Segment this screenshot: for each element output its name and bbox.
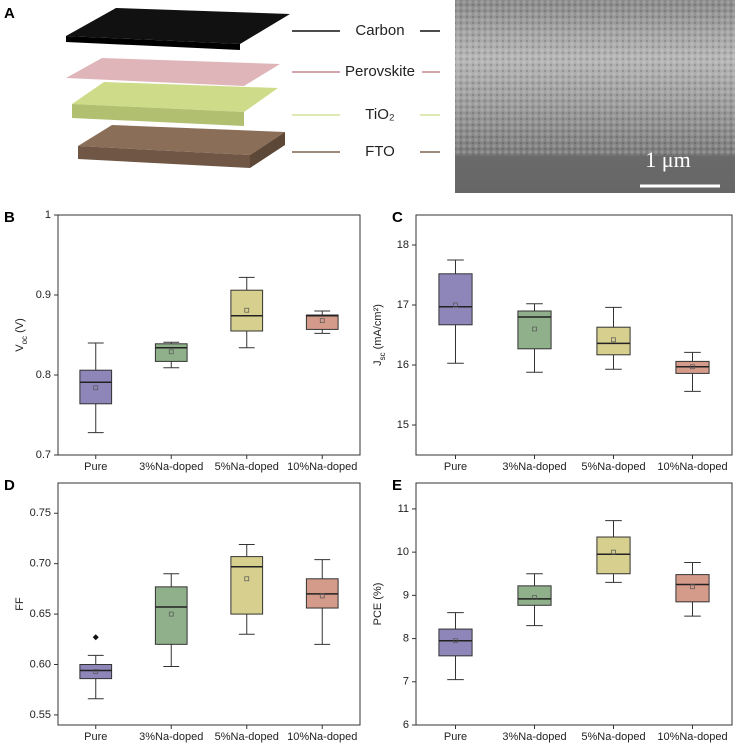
x-tick-label: 5%Na-doped [581, 461, 645, 473]
y-tick-label: 0.75 [30, 507, 51, 519]
layer-label: FTO [365, 143, 395, 160]
box [230, 289, 264, 332]
mean [93, 385, 99, 391]
y-tick-label: 0.9 [36, 289, 51, 301]
y-tick-label: 11 [398, 503, 409, 515]
y-tick-label: 0.60 [30, 658, 51, 670]
plot-frame [415, 482, 733, 726]
mean [93, 669, 99, 674]
panel-label: E [392, 477, 402, 494]
schematic [66, 8, 290, 168]
y-axis-label: Voc (V) [14, 318, 29, 352]
mean [611, 337, 616, 343]
y-axis-label-sub: sc [378, 352, 387, 360]
y-tick-label: 8 [403, 632, 409, 644]
mean [532, 595, 537, 600]
y-axis-label-sub: oc [20, 336, 29, 344]
plot-frame [57, 214, 361, 456]
box [596, 536, 631, 575]
y-tick-label: 6 [403, 719, 409, 731]
y-tick-label: 17 [397, 299, 409, 311]
y-axis-label-part: PCE (%) [372, 583, 384, 626]
y-axis-label: PCE (%) [372, 583, 384, 626]
box [230, 556, 264, 615]
layer-label: TiO₂ [365, 106, 395, 123]
y-tick-label: 10 [397, 546, 409, 558]
charts: B 0.7 0.8 0.9 1 Voc (V) Pure 3%Na-doped 5%Na-dop… [4, 209, 733, 743]
plot-frame [415, 214, 733, 456]
y-axis-label: FF [14, 597, 26, 611]
box [79, 664, 113, 680]
panel-label: A [4, 5, 15, 22]
mean [244, 307, 250, 313]
y-tick-label: 18 [397, 239, 409, 251]
y-tick-label: 9 [403, 589, 409, 601]
x-tick-label: Pure [444, 461, 467, 473]
x-tick-label: 3%Na-doped [502, 731, 566, 743]
box [154, 586, 188, 645]
y-tick-label: 0.7 [36, 449, 51, 461]
x-tick-label: 3%Na-doped [139, 461, 203, 473]
mean [690, 364, 695, 370]
layer-labels: Carbon Perovskite TiO₂ FTO [345, 22, 415, 160]
y-tick-label: 15 [397, 419, 409, 431]
y-tick-label: 1 [45, 209, 51, 221]
layer-label: Perovskite [345, 63, 415, 80]
box [438, 273, 473, 326]
mean [319, 318, 325, 323]
box [154, 343, 188, 362]
mean [532, 326, 537, 332]
x-tick-label: 10%Na-doped [657, 731, 727, 743]
y-tick-label: 0.55 [30, 709, 51, 721]
mean [690, 584, 695, 590]
y-axis-label-part: FF [14, 597, 26, 611]
outlier [92, 634, 99, 641]
x-tick-label: Pure [84, 731, 107, 743]
mean [453, 638, 458, 644]
x-tick-label: 5%Na-doped [215, 461, 279, 473]
y-axis-label-part: (V) [14, 318, 26, 336]
x-tick-label: 10%Na-doped [657, 461, 727, 473]
panel-label: C [392, 209, 403, 226]
x-tick-label: 5%Na-doped [215, 731, 279, 743]
y-axis-label-part: V [14, 344, 26, 352]
box [675, 574, 710, 603]
x-tick-label: 10%Na-doped [287, 461, 357, 473]
y-axis-label: Jsc (mA/cm²) [372, 304, 387, 366]
y-axis-label-part: J [372, 360, 384, 366]
x-tick-label: 5%Na-doped [581, 731, 645, 743]
y-tick-label: 16 [397, 359, 409, 371]
box [596, 326, 631, 356]
panel-label: B [4, 209, 15, 226]
x-tick-label: Pure [84, 461, 107, 473]
y-tick-label: 0.8 [36, 369, 51, 381]
x-tick-label: 3%Na-doped [502, 461, 566, 473]
mean [319, 593, 325, 599]
y-tick-label: 7 [403, 676, 409, 688]
y-axis-label-part: (mA/cm²) [372, 304, 384, 352]
box [305, 314, 339, 330]
x-tick-label: 3%Na-doped [139, 731, 203, 743]
sem-texture [455, 0, 735, 155]
x-tick-label: 10%Na-doped [287, 731, 357, 743]
plot-frame [57, 482, 361, 726]
layer-label: Carbon [355, 22, 404, 39]
scale-label: 1 μm [645, 147, 690, 172]
mean [168, 611, 174, 617]
y-tick-label: 0.65 [30, 608, 51, 620]
mean [168, 349, 174, 355]
box [79, 369, 113, 405]
mean [453, 302, 458, 308]
mean [611, 549, 616, 555]
panel-label: D [4, 477, 15, 494]
mean [244, 576, 250, 582]
x-tick-label: Pure [444, 731, 467, 743]
y-tick-label: 0.70 [30, 558, 51, 570]
